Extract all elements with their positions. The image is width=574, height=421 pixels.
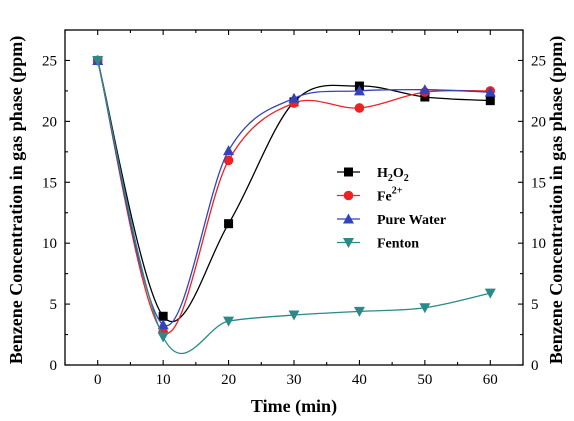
- data-point: [157, 332, 169, 343]
- legend-marker: [343, 213, 354, 224]
- legend-marker: [344, 167, 353, 177]
- data-point: [420, 92, 430, 102]
- x-tick-label: 0: [94, 372, 102, 388]
- series-line: [97, 60, 491, 354]
- data-point: [223, 155, 234, 166]
- data-point: [288, 92, 300, 103]
- x-tick-label: 30: [287, 372, 302, 388]
- y-tick-label-right: 15: [531, 175, 546, 191]
- series-3: [92, 55, 496, 354]
- data-point: [353, 306, 365, 317]
- legend-entry: Fenton: [337, 237, 419, 252]
- y-tick-label-left: 25: [42, 53, 57, 69]
- data-point: [223, 145, 235, 156]
- data-point: [158, 311, 168, 321]
- legend-marker: [343, 190, 354, 201]
- y-axis-title-right: Benzene Concentration in gas phase (ppm): [546, 36, 567, 365]
- axes-layer: 0 10 20 30 40 50 60 0 0 5 5 10 10 15 15 20 20 25 25: [42, 29, 546, 388]
- legend-entry: Pure Water: [337, 213, 446, 228]
- series-layer: [92, 54, 496, 354]
- y-tick-label-left: 5: [50, 297, 58, 313]
- x-tick-label: 40: [352, 372, 367, 388]
- data-point: [224, 219, 234, 229]
- legend-label: Fenton: [377, 237, 419, 252]
- legend-marker: [343, 238, 354, 248]
- x-tick-label: 60: [483, 372, 498, 388]
- data-point: [354, 103, 365, 113]
- y-axis-title-left: Benzene Concentration in gas phase (ppm): [6, 36, 27, 365]
- data-point: [223, 316, 235, 327]
- data-point: [157, 319, 169, 330]
- data-point: [419, 303, 431, 314]
- data-point: [419, 84, 431, 95]
- y-tick-label-right: 0: [531, 358, 539, 374]
- y-tick-label-left: 15: [42, 175, 57, 191]
- x-tick-label: 20: [221, 372, 236, 388]
- y-tick-label-left: 20: [42, 114, 57, 130]
- data-point: [353, 85, 365, 96]
- legend: H2O2 Fe2+ Pure Water Fenton: [337, 166, 446, 252]
- y-tick-label-left: 10: [42, 236, 57, 252]
- data-point: [92, 55, 104, 66]
- y-tick-label-right: 10: [531, 236, 546, 252]
- x-tick-label: 10: [156, 372, 171, 388]
- data-point: [485, 96, 495, 106]
- legend-entry: H2O2: [337, 166, 409, 184]
- legend-label: Fe2+: [377, 186, 403, 205]
- y-tick-label-right: 5: [531, 297, 539, 313]
- y-tick-label-left: 0: [50, 358, 58, 374]
- y-tick-label-right: 20: [531, 114, 546, 130]
- legend-entry: Fe2+: [337, 186, 403, 205]
- series-line: [97, 60, 491, 323]
- y-tick-label-right: 25: [531, 53, 546, 69]
- data-point: [288, 310, 300, 321]
- legend-label: H2O2: [377, 166, 409, 184]
- x-tick-label: 50: [417, 372, 432, 388]
- legend-label: Pure Water: [377, 213, 446, 228]
- series-2: [92, 54, 496, 330]
- x-axis-title: Time (min): [251, 396, 337, 417]
- data-point: [484, 86, 496, 97]
- series-line: [97, 60, 491, 334]
- data-point: [484, 288, 496, 299]
